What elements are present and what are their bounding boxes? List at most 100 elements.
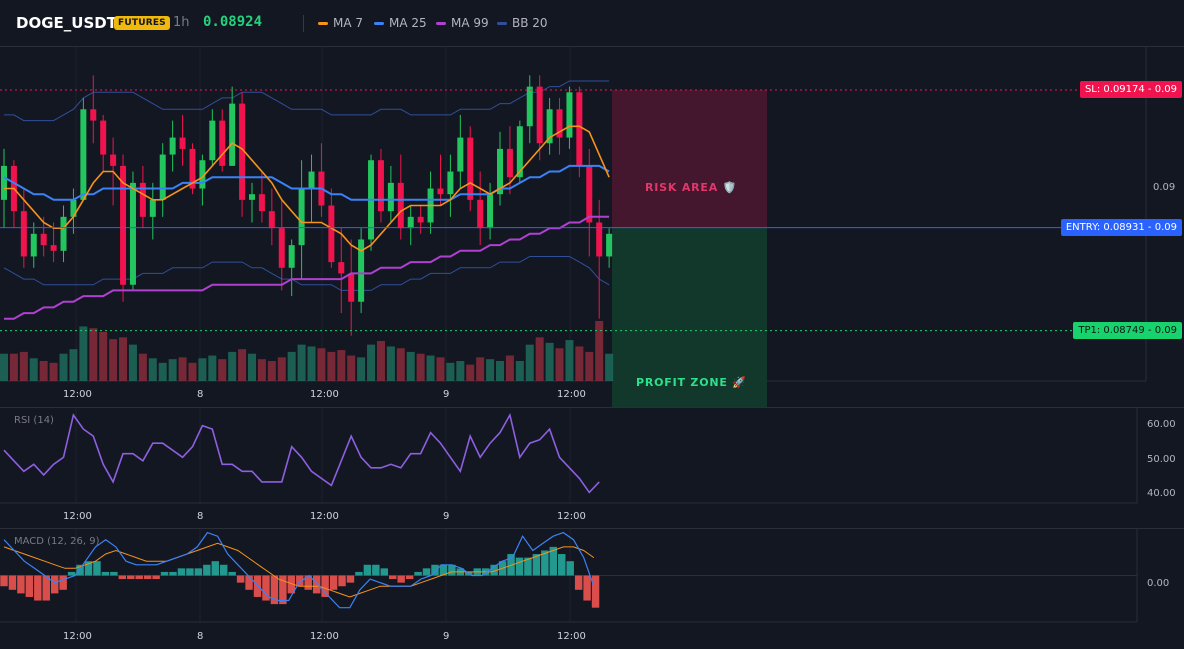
volume-bar xyxy=(138,353,147,381)
macd-histogram-bar xyxy=(0,575,8,587)
ma7-line xyxy=(4,125,610,252)
candle-body xyxy=(179,137,186,149)
candle-body xyxy=(487,194,494,229)
volume-bar xyxy=(337,350,346,381)
rsi-axis-label-40: 40.00 xyxy=(1147,488,1176,499)
macd-histogram-bar xyxy=(143,575,152,580)
volume-bar xyxy=(148,358,157,381)
candle-body xyxy=(30,233,37,257)
volume-bar xyxy=(505,355,514,381)
main-time-label: 12:00 xyxy=(310,389,339,400)
rsi-axis-label-50: 50.00 xyxy=(1147,454,1176,465)
volume-bar xyxy=(585,351,594,381)
macd-histogram-bar xyxy=(152,575,160,580)
timeframe-label[interactable]: 1h xyxy=(173,15,190,30)
candle-body xyxy=(606,233,613,257)
macd-histogram-bar xyxy=(372,564,380,576)
candle-body xyxy=(139,182,146,217)
candle-body xyxy=(576,92,583,166)
macd-histogram-bar xyxy=(414,571,422,576)
macd-histogram-bar xyxy=(346,575,355,583)
macd-histogram-bar xyxy=(186,568,194,576)
legend-ma99-label: MA 99 xyxy=(451,16,489,30)
volume-bar xyxy=(69,349,78,381)
macd-time-label: 9 xyxy=(443,631,450,642)
volume-bar xyxy=(486,359,495,381)
macd-axis-label-0: 0.00 xyxy=(1147,578,1170,589)
sl-price-tag[interactable]: SL: 0.09174 - 0.09 xyxy=(1079,81,1182,99)
candle-body xyxy=(40,233,47,246)
rsi-panel-plot xyxy=(3,412,600,494)
macd-histogram-bar xyxy=(566,561,574,576)
futures-badge: FUTURES xyxy=(114,16,170,30)
candle-body xyxy=(189,148,196,189)
volume-bar xyxy=(496,361,504,381)
macd-histogram-bar xyxy=(211,561,219,576)
risk-area-label: RISK AREA 🛡️ xyxy=(645,181,738,194)
volume-bar xyxy=(228,351,237,381)
macd-time-label: 8 xyxy=(197,631,204,642)
candle-body xyxy=(120,165,127,285)
macd-histogram-bar xyxy=(194,568,203,576)
candle-body xyxy=(1,165,7,200)
volume-bar xyxy=(287,351,296,381)
candle-body xyxy=(288,245,295,268)
macd-histogram-bar xyxy=(93,561,101,576)
volume-bar xyxy=(357,357,366,381)
volume-bar xyxy=(515,361,524,381)
candle-body xyxy=(298,188,305,246)
legend-ma25[interactable]: MA 25 xyxy=(374,16,427,30)
macd-histogram-bar xyxy=(177,568,186,576)
legend-ma7[interactable]: MA 7 xyxy=(318,16,363,30)
macd-histogram-bar xyxy=(591,575,600,608)
main-panel-bottom-divider xyxy=(0,407,1184,408)
bb20-swatch xyxy=(497,21,507,25)
candle-body xyxy=(407,216,414,229)
rsi-time-label: 12:00 xyxy=(557,511,586,522)
volume-bar xyxy=(79,326,88,381)
candle-body xyxy=(308,171,315,189)
macd-histogram-bar xyxy=(34,575,42,601)
macd-histogram-bar xyxy=(439,564,448,576)
bb-upper-line xyxy=(4,80,610,122)
volume-bar xyxy=(128,344,137,381)
candle-body xyxy=(278,228,285,268)
macd-histogram-bar xyxy=(397,575,405,583)
level-lines xyxy=(0,89,1146,332)
candle-body xyxy=(110,154,117,166)
macd-histogram-bar xyxy=(127,575,135,580)
legend-ma25-label: MA 25 xyxy=(389,16,427,30)
volume-bar xyxy=(158,362,167,381)
candle-body xyxy=(169,137,176,155)
macd-histogram-bar xyxy=(236,575,245,583)
candle-body xyxy=(348,273,355,302)
symbol-title[interactable]: DOGE_USDT xyxy=(16,14,117,32)
volume-bar xyxy=(535,337,544,381)
volume-bar xyxy=(218,359,227,381)
legend-ma99[interactable]: MA 99 xyxy=(436,16,489,30)
volume-bar xyxy=(396,348,405,381)
candle-body xyxy=(50,245,57,251)
legend-bb20[interactable]: BB 20 xyxy=(497,16,548,30)
volume-bar xyxy=(555,348,564,381)
candle-body xyxy=(566,92,573,138)
macd-histogram-bar xyxy=(304,575,312,590)
candle-body xyxy=(516,126,523,178)
main-time-label: 12:00 xyxy=(63,389,92,400)
candle-body xyxy=(199,160,206,189)
tp1-price-tag[interactable]: TP1: 0.08749 - 0.09 xyxy=(1073,321,1182,339)
main-time-label: 12:00 xyxy=(557,389,586,400)
candle-body xyxy=(437,188,444,195)
entry-price-tag[interactable]: ENTRY: 0.08931 - 0.09 xyxy=(1060,218,1182,236)
bollinger-bands xyxy=(3,80,610,291)
macd-histogram-bar xyxy=(380,568,389,576)
candle-body xyxy=(249,194,255,200)
macd-histogram-bar xyxy=(524,557,532,576)
volume-bar xyxy=(257,359,266,381)
macd-histogram-bar xyxy=(363,564,372,576)
candle-body xyxy=(556,109,563,138)
candle-body xyxy=(377,160,384,212)
candle-body xyxy=(546,109,553,144)
macd-histogram-bar xyxy=(558,554,566,576)
